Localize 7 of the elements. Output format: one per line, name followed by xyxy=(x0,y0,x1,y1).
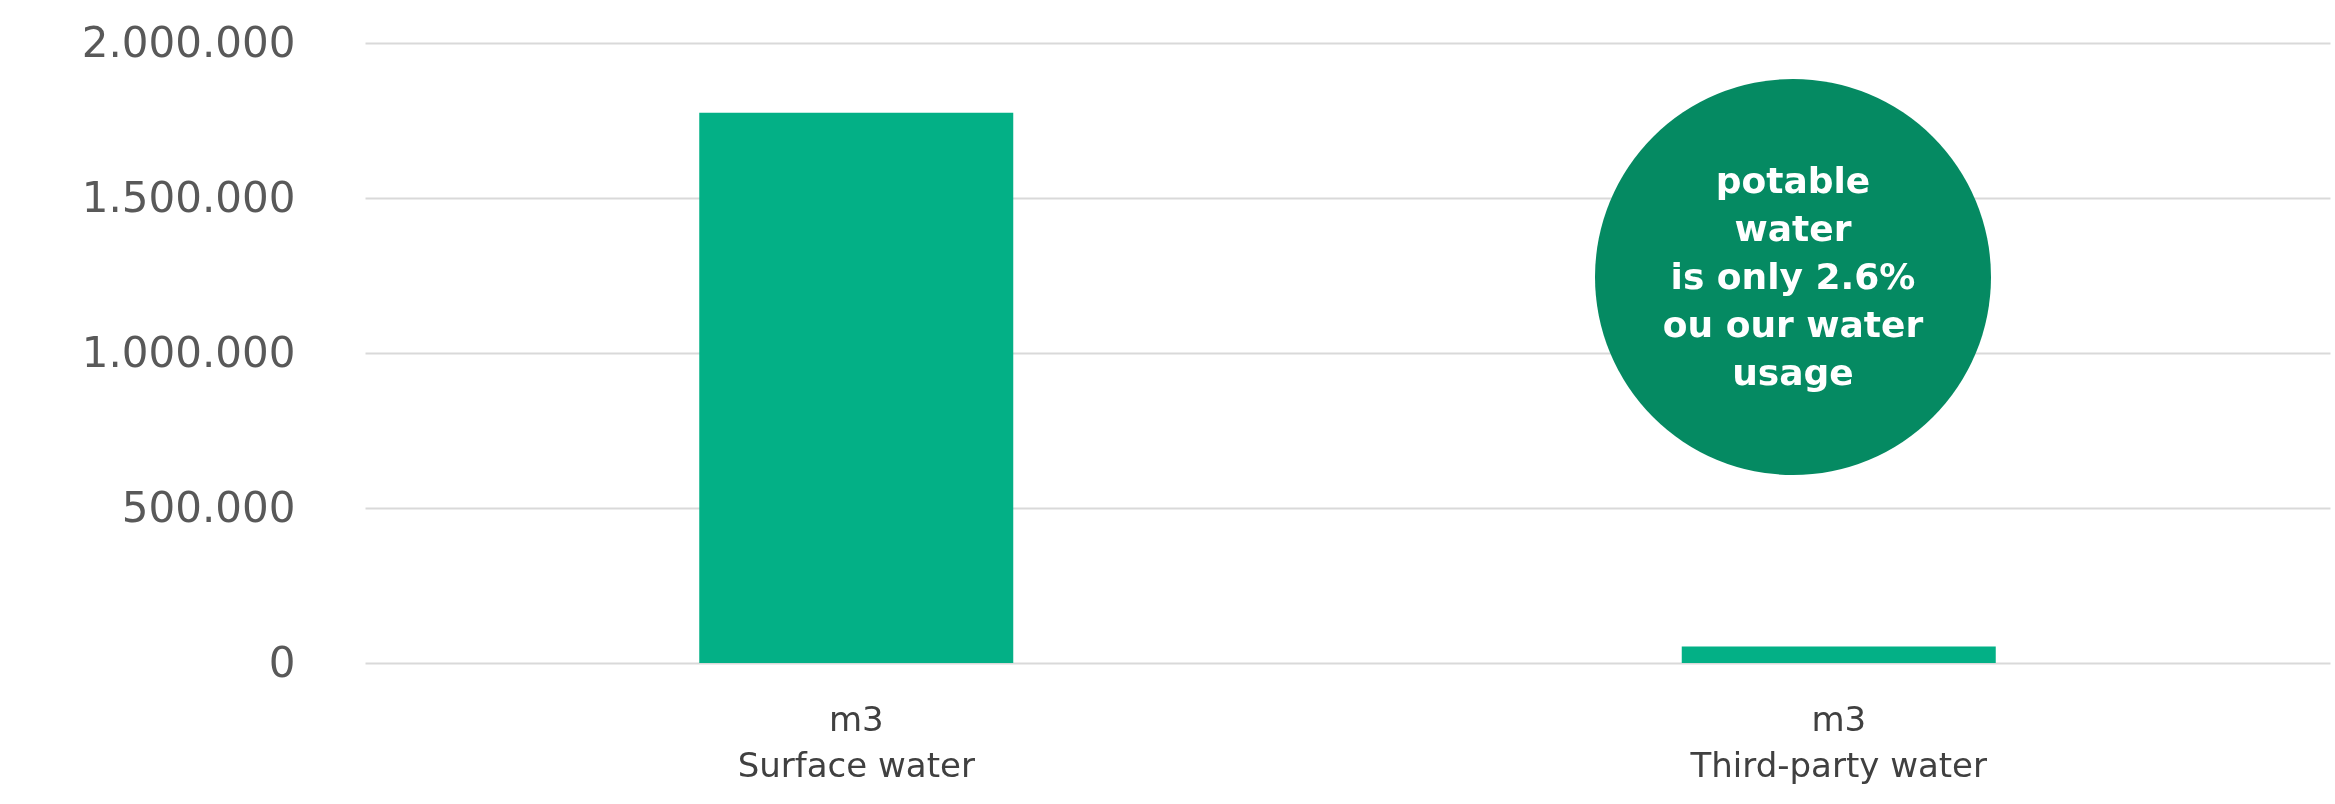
y-tick-label: 2.000.000 xyxy=(81,17,296,67)
y-tick-label: 1.000.000 xyxy=(81,327,296,377)
y-tick-label: 1.500.000 xyxy=(81,172,296,222)
y-tick-label: 0 xyxy=(268,637,296,687)
x-tick-label: m3 Surface water xyxy=(737,698,975,785)
x-tick-label: m3 Third-party water xyxy=(1689,698,1988,785)
y-tick-label: 500.000 xyxy=(121,482,296,532)
